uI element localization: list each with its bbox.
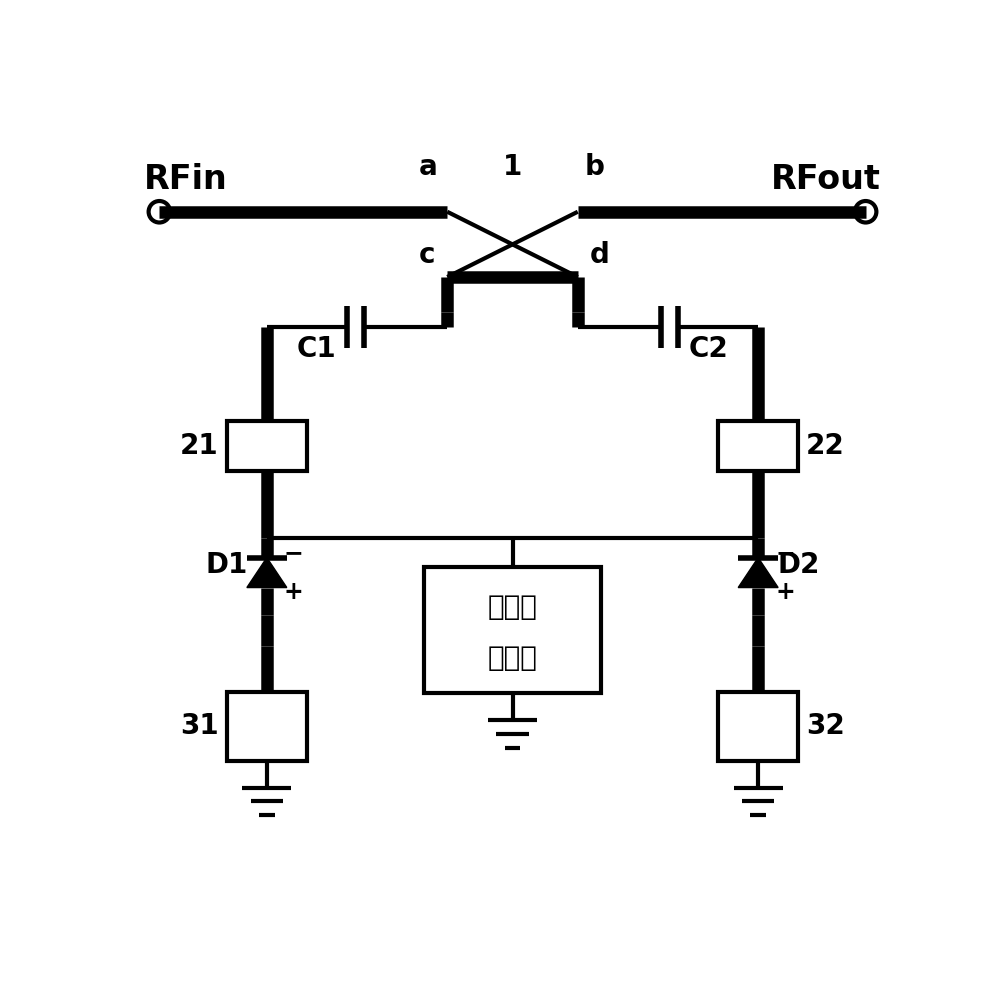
Text: −: − xyxy=(775,541,795,565)
Text: a: a xyxy=(419,154,437,181)
Bar xyxy=(227,421,307,471)
Polygon shape xyxy=(738,557,778,587)
Text: 制单元: 制单元 xyxy=(488,644,537,672)
Text: C2: C2 xyxy=(689,335,729,363)
Text: RFout: RFout xyxy=(771,164,881,196)
Text: C1: C1 xyxy=(296,335,336,363)
Text: c: c xyxy=(419,241,436,269)
Text: RFin: RFin xyxy=(144,164,228,196)
Text: D2: D2 xyxy=(777,551,820,579)
Text: +: + xyxy=(284,579,303,603)
Bar xyxy=(424,567,601,694)
Text: 1: 1 xyxy=(503,154,522,181)
Bar xyxy=(718,421,798,471)
Text: d: d xyxy=(589,241,609,269)
Polygon shape xyxy=(247,557,287,587)
Text: b: b xyxy=(585,154,605,181)
Text: 21: 21 xyxy=(180,432,219,460)
Text: −: − xyxy=(284,541,303,565)
Text: 22: 22 xyxy=(806,432,845,460)
Bar xyxy=(227,692,307,761)
Text: D1: D1 xyxy=(205,551,248,579)
Text: 32: 32 xyxy=(806,712,845,740)
Bar xyxy=(718,692,798,761)
Text: 电压控: 电压控 xyxy=(488,593,537,621)
Text: 31: 31 xyxy=(180,712,219,740)
Text: +: + xyxy=(775,579,795,603)
